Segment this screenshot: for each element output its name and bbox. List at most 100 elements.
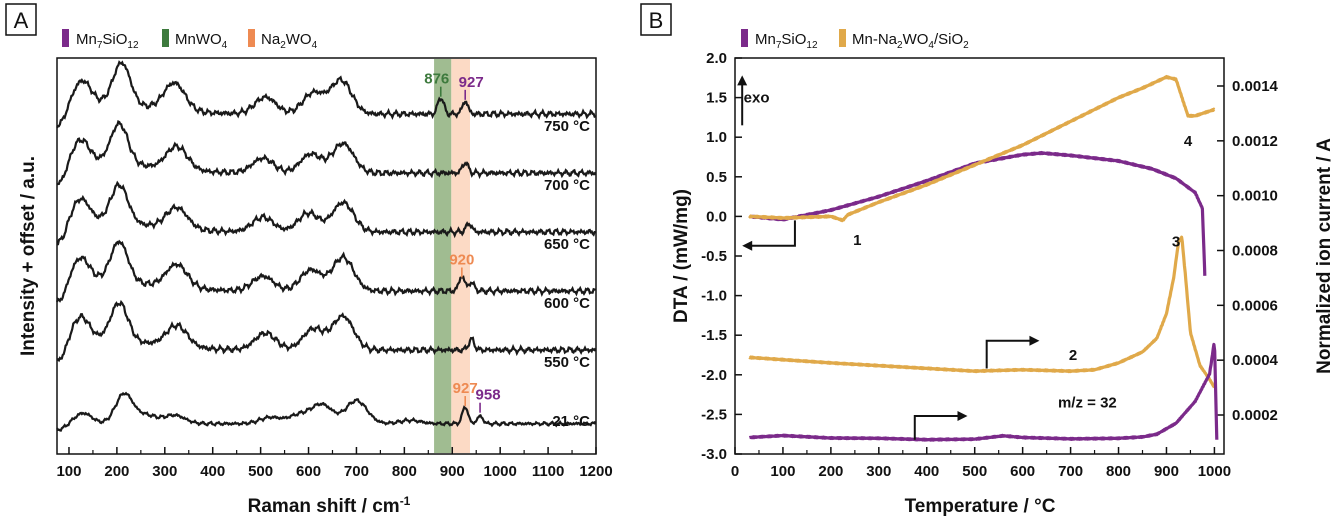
b-xtick-label: 100 [770,463,795,480]
legend-b-mn7-swatch [741,29,748,47]
a-xtick-label: 100 [56,463,81,480]
panel-b-frame [734,57,1225,455]
legend-b-mnna-swatch [839,29,846,47]
panel-b-box [640,3,672,36]
legend-b-mn-na2wo4-sio2: Mn-Na2WO4/SiO2 [852,31,969,51]
b-ytick-label: 0.0 [706,208,727,225]
legend-a-mn7siO12: Mn7SiO12 [76,31,139,51]
panel-b-y2label: Normalized ion current / A [1314,138,1335,374]
a-xtick-label: 700 [344,463,369,480]
a-annot-label: 927 [453,380,478,397]
b-y2tick-label: 0.0006 [1232,297,1278,314]
b-ytick-label: -1.0 [701,288,727,305]
a-xtick-label: 300 [152,463,177,480]
a-xtick-label: 200 [104,463,129,480]
b-ytick-label: 0.5 [706,169,727,186]
panel-a-ylabel: Intensity + offset / a.u. [18,156,39,356]
panel-b-ylabel: DTA / (mW/mg) [671,189,692,323]
a-xtick-label: 1100 [532,463,565,480]
a-series-label: 650 °C [544,236,590,253]
b-ytick-label: 1.5 [706,90,727,107]
b-xtick-label: 400 [914,463,939,480]
b-ytick-label: -0.5 [701,248,727,265]
b-y2tick-label: 0.0008 [1232,243,1278,260]
panel-b-plot: 0 100 200 300 400 500 600 700 800 900 1000 2.0 1.5 1.… [701,50,1278,480]
ion-axis-arrow-1-head [1029,335,1040,346]
legend-b-mn7siO12: Mn7SiO12 [755,31,818,51]
a-series-label: 600 °C [544,295,590,312]
b-annot-4: 4 [1184,133,1193,150]
a-series-label: 700 °C [544,177,590,194]
a-spectrum-21c [56,391,597,432]
ion-axis-arrow-1 [985,339,1035,369]
b-y2tick-label: 0.0014 [1232,78,1279,95]
panel-b-xlabel: Temperature / °C [905,496,1056,517]
b-y2tick-label: 0.0010 [1232,188,1278,205]
legend-a-na2wo4-swatch [248,29,255,47]
a-xtick-label: 500 [248,463,273,480]
b-xtick-label: 200 [818,463,843,480]
b-curve-2 [748,235,1216,389]
a-xtick-label: 800 [392,463,417,480]
band-mnwo4 [434,59,452,453]
b-curve-0 [748,151,1207,276]
b-xtick-label: 500 [962,463,987,480]
a-xtick-label: 400 [200,463,225,480]
b-xtick-label: 800 [1106,463,1131,480]
b-curve-1 [748,75,1216,223]
b-y2tick-label: 0.0004 [1232,352,1279,369]
ion-axis-arrow-2 [913,414,963,440]
a-xtick-label: 1200 [579,463,612,480]
b-xtick-label: 600 [1010,463,1035,480]
b-xtick-label: 0 [731,463,739,480]
a-annot-label: 958 [476,387,501,404]
b-ytick-label: -3.0 [701,446,727,463]
a-spectrum-550c [56,299,597,363]
a-spectrum-750c [56,60,596,129]
a-spectrum-700c [56,120,597,186]
b-xtick-label: 300 [866,463,891,480]
b-ytick-label: 1.0 [706,129,727,146]
dta-axis-arrow-head [742,240,753,251]
b-ytick-label: -1.5 [701,327,727,344]
a-spectrum-650c [56,180,596,246]
exo-arrow-head [737,75,748,86]
a-annot-label: 876 [424,71,449,88]
legend-a-na2wo4: Na2WO4 [261,31,318,51]
a-series-label: 21 °C [552,413,590,430]
a-series-label: 550 °C [544,354,590,371]
b-annot-3: 3 [1172,234,1180,251]
legend-a-mn7-swatch [62,29,69,47]
legend-a-mnwo4: MnWO4 [175,31,228,51]
a-annot-label: 927 [459,74,484,91]
a-xtick-label: 600 [296,463,321,480]
panel-a-xlabel: Raman shift / cm-1 [248,494,411,517]
dta-axis-arrow [746,220,796,247]
b-xtick-label: 700 [1058,463,1083,480]
b-xtick-label: 1000 [1198,463,1231,480]
b-y2tick-label: 0.0012 [1232,133,1278,150]
b-annot-5: m/z = 32 [1058,395,1117,412]
a-series-label: 750 °C [544,118,590,135]
b-annot-2: 2 [1069,347,1077,364]
a-spectrum-600c [55,239,596,303]
panel-a-label: A [14,8,29,33]
a-xtick-label: 1000 [483,463,516,480]
panel-b-label: B [649,8,664,33]
b-annot-1: 1 [853,232,861,249]
ion-axis-arrow-2-head [957,410,968,421]
b-ytick-label: 2.0 [706,50,727,67]
b-ytick-label: -2.5 [701,406,727,423]
a-annot-label: 920 [449,251,474,268]
band-na2wo4 [451,59,470,453]
panel-a-box [5,3,37,36]
a-xtick-label: 900 [440,463,465,480]
b-ytick-label: -2.0 [701,367,727,384]
panel-a-frame [56,57,597,455]
b-curve-3 [748,342,1219,442]
b-annot-0: exo [744,90,770,107]
b-y2tick-label: 0.0002 [1232,407,1278,424]
b-xtick-label: 900 [1154,463,1179,480]
legend-a-mnwo4-swatch [162,29,169,47]
